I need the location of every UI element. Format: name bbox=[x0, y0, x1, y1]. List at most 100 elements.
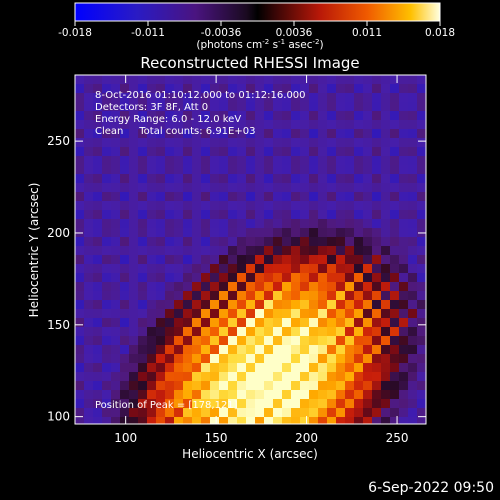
heatmap-cell bbox=[156, 93, 165, 102]
heatmap-cell bbox=[201, 102, 210, 111]
heatmap-cell bbox=[309, 75, 318, 84]
heatmap-cell bbox=[318, 363, 327, 372]
heatmap-cell bbox=[75, 255, 84, 264]
heatmap-cell bbox=[120, 363, 129, 372]
heatmap-cell bbox=[264, 282, 273, 291]
heatmap-cell bbox=[372, 246, 381, 255]
heatmap-cell bbox=[390, 408, 399, 417]
heatmap-cell bbox=[102, 210, 111, 219]
heatmap-cell bbox=[147, 147, 156, 156]
heatmap-cell bbox=[264, 273, 273, 282]
heatmap-cell bbox=[336, 291, 345, 300]
heatmap-cell bbox=[102, 408, 111, 417]
heatmap-cell bbox=[291, 372, 300, 381]
heatmap-cell bbox=[273, 165, 282, 174]
heatmap-cell bbox=[93, 138, 102, 147]
heatmap-cell bbox=[156, 399, 165, 408]
heatmap-cell bbox=[228, 228, 237, 237]
heatmap-cell bbox=[93, 372, 102, 381]
heatmap-cell bbox=[336, 282, 345, 291]
heatmap-cell bbox=[291, 183, 300, 192]
heatmap-cell bbox=[165, 363, 174, 372]
heatmap-cell bbox=[183, 282, 192, 291]
heatmap-cell bbox=[120, 138, 129, 147]
heatmap-cell bbox=[102, 354, 111, 363]
heatmap-cell bbox=[327, 129, 336, 138]
heatmap-cell bbox=[354, 408, 363, 417]
heatmap-cell bbox=[237, 381, 246, 390]
heatmap-cell bbox=[93, 84, 102, 93]
heatmap-cell bbox=[75, 408, 84, 417]
heatmap-cell bbox=[372, 75, 381, 84]
heatmap-cell bbox=[93, 237, 102, 246]
heatmap-cell bbox=[282, 372, 291, 381]
heatmap-cell bbox=[228, 156, 237, 165]
colorbar-tick-label: -0.018 bbox=[58, 27, 92, 39]
heatmap-cell bbox=[345, 345, 354, 354]
heatmap-cell bbox=[363, 165, 372, 174]
heatmap-cell bbox=[408, 228, 417, 237]
heatmap-cell bbox=[336, 219, 345, 228]
heatmap-cell bbox=[102, 273, 111, 282]
heatmap-cell bbox=[111, 93, 120, 102]
heatmap-cell bbox=[408, 372, 417, 381]
heatmap-cell bbox=[381, 381, 390, 390]
heatmap-cell bbox=[183, 399, 192, 408]
heatmap-cell bbox=[210, 219, 219, 228]
heatmap-cell bbox=[129, 381, 138, 390]
heatmap-cell bbox=[399, 165, 408, 174]
heatmap-cell bbox=[309, 84, 318, 93]
heatmap-cell bbox=[399, 408, 408, 417]
heatmap-cell bbox=[372, 291, 381, 300]
heatmap-cell bbox=[183, 111, 192, 120]
heatmap-cell bbox=[345, 228, 354, 237]
heatmap-cell bbox=[84, 300, 93, 309]
heatmap-cell bbox=[282, 264, 291, 273]
heatmap-cell bbox=[291, 156, 300, 165]
heatmap-cell bbox=[111, 291, 120, 300]
heatmap-cell bbox=[354, 120, 363, 129]
heatmap-cell bbox=[183, 147, 192, 156]
heatmap-cell bbox=[327, 93, 336, 102]
heatmap-cell bbox=[192, 84, 201, 93]
heatmap-cell bbox=[120, 408, 129, 417]
heatmap-cell bbox=[138, 345, 147, 354]
heatmap-cell bbox=[282, 129, 291, 138]
heatmap-cell bbox=[399, 84, 408, 93]
heatmap-cell bbox=[255, 192, 264, 201]
heatmap-cell bbox=[399, 345, 408, 354]
heatmap-cell bbox=[111, 255, 120, 264]
heatmap-cell bbox=[201, 327, 210, 336]
heatmap-cell bbox=[381, 102, 390, 111]
heatmap-cell bbox=[111, 264, 120, 273]
heatmap-cell bbox=[102, 183, 111, 192]
heatmap-cell bbox=[201, 309, 210, 318]
heatmap-cell bbox=[156, 165, 165, 174]
heatmap-cell bbox=[75, 372, 84, 381]
heatmap-cell bbox=[372, 354, 381, 363]
heatmap-cell bbox=[219, 273, 228, 282]
heatmap-cell bbox=[327, 210, 336, 219]
heatmap-cell bbox=[282, 138, 291, 147]
heatmap-cell bbox=[246, 390, 255, 399]
heatmap-cell bbox=[156, 300, 165, 309]
heatmap-cell bbox=[318, 156, 327, 165]
heatmap-cell bbox=[399, 201, 408, 210]
heatmap-cell bbox=[354, 282, 363, 291]
heatmap-cell bbox=[390, 255, 399, 264]
heatmap-cell bbox=[255, 228, 264, 237]
heatmap-cell bbox=[228, 318, 237, 327]
heatmap-cell bbox=[399, 156, 408, 165]
heatmap-cell bbox=[372, 372, 381, 381]
heatmap-cell bbox=[300, 381, 309, 390]
heatmap-cell bbox=[417, 345, 426, 354]
heatmap-cell bbox=[219, 228, 228, 237]
heatmap-cell bbox=[192, 102, 201, 111]
heatmap-cell bbox=[264, 345, 273, 354]
heatmap-cell bbox=[84, 156, 93, 165]
heatmap-cell bbox=[381, 318, 390, 327]
heatmap-cell bbox=[111, 318, 120, 327]
heatmap-cell bbox=[399, 237, 408, 246]
heatmap-cell bbox=[84, 354, 93, 363]
heatmap-cell bbox=[174, 156, 183, 165]
